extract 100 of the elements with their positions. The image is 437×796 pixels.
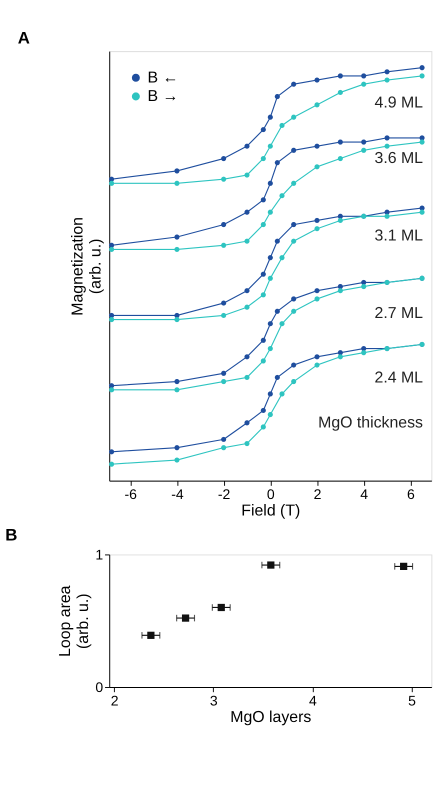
point — [314, 354, 320, 360]
point — [260, 127, 266, 132]
point — [420, 206, 425, 211]
point — [314, 362, 320, 368]
point — [314, 78, 320, 83]
point — [260, 272, 266, 277]
y-axis-title: Loop area (arb. u.) — [57, 585, 92, 657]
point — [109, 462, 114, 467]
point — [268, 412, 273, 418]
x-tick-label: 2 — [314, 486, 322, 502]
point — [244, 238, 250, 244]
point — [361, 148, 366, 153]
point — [314, 288, 320, 294]
point — [109, 387, 114, 392]
point — [361, 73, 366, 78]
point — [274, 238, 280, 244]
point — [338, 90, 343, 96]
point — [291, 238, 296, 244]
annotation: 4.9 ML — [374, 94, 424, 112]
point — [221, 370, 226, 376]
point — [291, 148, 296, 153]
point — [361, 284, 366, 290]
point — [221, 445, 226, 450]
point — [260, 222, 266, 228]
point — [420, 135, 425, 140]
x-tick-label: -6 — [124, 486, 138, 502]
point — [420, 73, 425, 78]
point — [244, 144, 250, 149]
x-tick-label: 5 — [408, 692, 416, 708]
point — [274, 374, 280, 380]
point — [268, 144, 273, 149]
annotation: 3.6 ML — [374, 150, 424, 168]
annotation: MgO thickness — [318, 414, 424, 432]
point — [268, 180, 273, 186]
point — [291, 114, 296, 120]
point — [109, 449, 114, 454]
point — [291, 82, 296, 87]
x-tick-label: 3 — [210, 692, 218, 708]
point — [420, 139, 425, 145]
point — [338, 288, 343, 294]
x-tick-label: 4 — [309, 692, 318, 708]
point — [314, 296, 320, 302]
point — [314, 218, 320, 224]
point — [314, 226, 320, 232]
point — [221, 312, 226, 318]
point — [221, 156, 226, 162]
point — [268, 346, 273, 352]
point — [244, 172, 250, 178]
point — [268, 391, 273, 396]
point — [291, 379, 296, 384]
point — [268, 321, 273, 326]
point — [268, 210, 273, 215]
point — [291, 308, 296, 314]
point — [338, 354, 343, 360]
x-axis-title: MgO layers — [230, 709, 312, 726]
chart-title: A — [18, 28, 30, 48]
point — [338, 156, 343, 162]
point — [221, 242, 226, 248]
point — [174, 168, 180, 174]
point — [291, 180, 296, 186]
point — [109, 317, 114, 322]
point — [244, 288, 250, 294]
point — [338, 218, 343, 224]
point — [109, 180, 114, 186]
point — [260, 358, 266, 364]
point — [174, 457, 180, 463]
point — [338, 73, 343, 78]
legend-label: B → — [148, 88, 178, 106]
point — [174, 180, 180, 186]
y-tick-label: 1 — [95, 546, 104, 563]
point — [109, 246, 114, 252]
point — [221, 436, 226, 442]
point — [361, 350, 366, 356]
point — [174, 387, 180, 392]
point — [174, 234, 180, 240]
point — [420, 65, 425, 70]
point — [174, 317, 180, 322]
point — [291, 222, 296, 228]
annotation: 2.7 ML — [374, 304, 424, 322]
point — [279, 391, 285, 396]
point — [279, 122, 285, 128]
x-tick-label: 4 — [360, 486, 368, 502]
point — [291, 296, 296, 302]
point — [174, 246, 180, 252]
point — [244, 420, 250, 426]
point — [260, 197, 266, 202]
annotation: 3.1 ML — [374, 228, 424, 245]
point — [221, 300, 226, 306]
point — [244, 210, 250, 215]
point — [221, 222, 226, 228]
point — [279, 193, 285, 198]
point — [338, 139, 343, 145]
x-tick-label: -2 — [218, 486, 231, 502]
point — [268, 114, 273, 120]
point — [274, 94, 280, 100]
x-tick-label: 2 — [110, 692, 119, 708]
point — [420, 210, 425, 215]
point — [260, 292, 266, 298]
point — [244, 440, 250, 446]
y-axis-title: Magnetization (arb. u.) — [70, 217, 104, 316]
